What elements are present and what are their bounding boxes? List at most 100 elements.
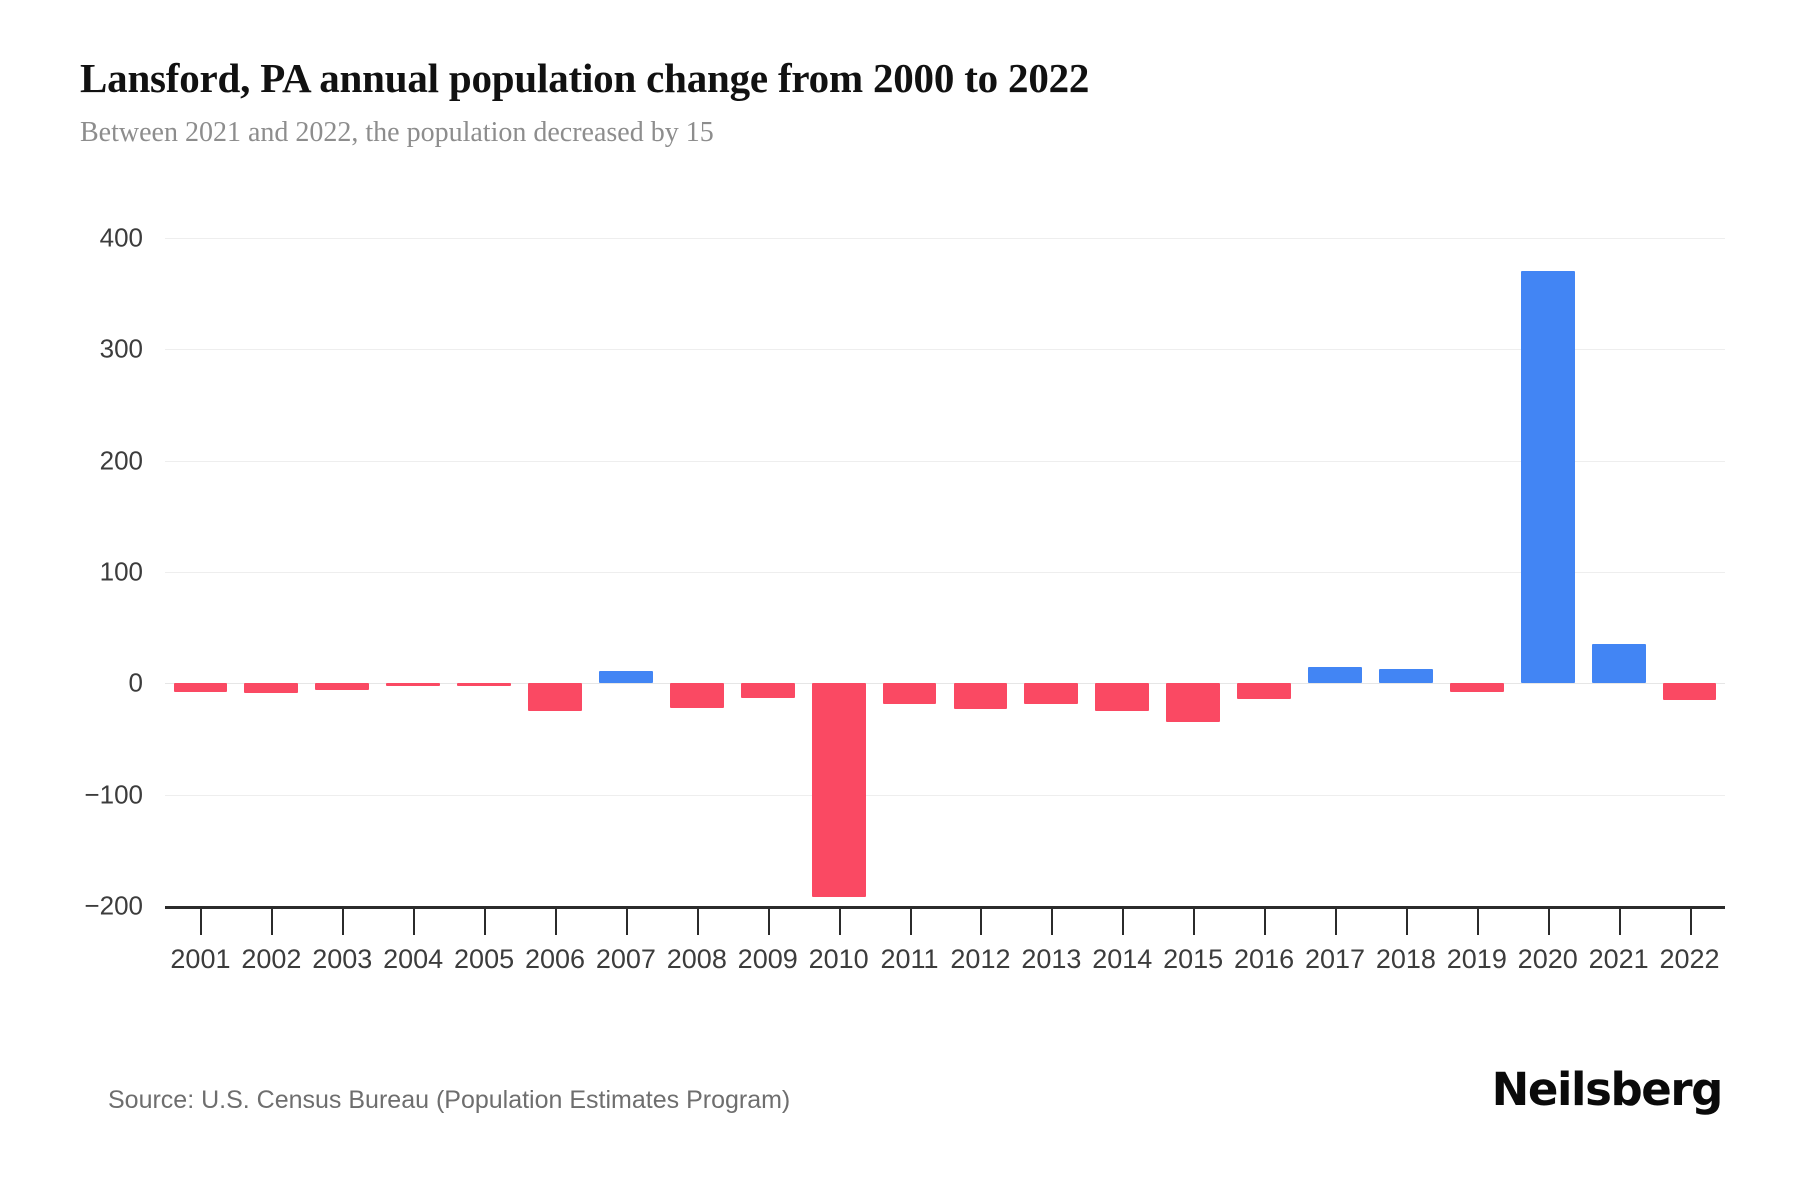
- gridline: [165, 238, 1725, 239]
- x-tick-label: 2005: [454, 944, 515, 974]
- x-tick-mark: [1122, 909, 1125, 935]
- y-tick-label: 400: [99, 222, 143, 253]
- bar-slot: [1441, 238, 1512, 906]
- bar[interactable]: [811, 683, 866, 898]
- bar[interactable]: [1378, 668, 1433, 684]
- bar[interactable]: [457, 683, 511, 687]
- y-tick-label: 100: [99, 556, 143, 587]
- x-tick-mark: [1264, 909, 1267, 935]
- x-tick-label: 2015: [1163, 944, 1224, 974]
- x-tick-label: 2008: [666, 944, 727, 974]
- gridline: [165, 349, 1725, 351]
- gridline: [165, 572, 1725, 573]
- x-tick-label: 2013: [1021, 944, 1082, 974]
- gridline: [165, 460, 1725, 462]
- x-tick-mark: [767, 909, 770, 935]
- x-tick-label: 2003: [312, 944, 373, 974]
- x-tick-label: 2011: [880, 944, 939, 974]
- x-tick-label: 2021: [1588, 944, 1649, 974]
- bar-slot: [1158, 238, 1229, 906]
- bar[interactable]: [1308, 666, 1362, 684]
- bar[interactable]: [740, 683, 795, 698]
- bar-slot: [1512, 238, 1583, 906]
- bar[interactable]: [669, 683, 724, 708]
- page-title: Lansford, PA annual population change fr…: [80, 55, 1090, 101]
- bar-slot: [378, 238, 449, 906]
- bar[interactable]: [598, 671, 653, 684]
- x-tick-label: 2009: [737, 944, 798, 974]
- x-axis-ticks: [165, 909, 1725, 935]
- bar[interactable]: [1449, 683, 1504, 693]
- bar-slot: [1229, 238, 1300, 906]
- bar-slot: [1654, 238, 1725, 906]
- bar-slot: [1087, 238, 1158, 906]
- y-tick-label: −100: [84, 779, 143, 810]
- x-tick-label: 2016: [1234, 944, 1295, 974]
- x-tick-label: 2018: [1375, 944, 1436, 974]
- bar[interactable]: [315, 683, 370, 690]
- y-tick-label: −200: [84, 890, 143, 921]
- bar-slot: [165, 238, 236, 906]
- x-tick-mark: [484, 909, 487, 935]
- x-tick-label: 2007: [595, 944, 656, 974]
- x-axis-line: [165, 906, 1725, 909]
- bar-slot: [661, 238, 732, 906]
- x-tick-mark: [1051, 909, 1054, 935]
- zero-gridline: [165, 683, 1725, 685]
- bar[interactable]: [244, 683, 299, 694]
- x-tick-mark: [555, 909, 557, 935]
- x-tick-label: 2022: [1659, 944, 1720, 974]
- x-tick-label: 2014: [1092, 944, 1153, 974]
- y-tick-label: 300: [99, 333, 143, 364]
- y-tick-label: 200: [99, 445, 143, 476]
- bar-slot: [236, 238, 307, 906]
- bar[interactable]: [1237, 683, 1291, 699]
- x-tick-label: 2010: [808, 944, 869, 974]
- bar[interactable]: [1095, 683, 1150, 712]
- bar-slot: [590, 238, 661, 906]
- bar[interactable]: [1024, 683, 1079, 705]
- x-tick-mark: [1405, 909, 1408, 935]
- bar-slot: [449, 238, 520, 906]
- bar[interactable]: [528, 683, 582, 712]
- source-note: Source: U.S. Census Bureau (Population E…: [108, 1086, 791, 1114]
- x-tick-label: 2019: [1446, 944, 1507, 974]
- bar[interactable]: [882, 683, 937, 705]
- plot-area: 400 300 200 100 0 −100 −200: [84, 223, 1725, 921]
- x-tick-mark: [625, 909, 628, 935]
- bar[interactable]: [1520, 271, 1575, 684]
- x-tick-mark: [1618, 909, 1621, 935]
- brand-logo: Neilsberg: [1491, 1063, 1724, 1116]
- bar[interactable]: [953, 683, 1008, 709]
- bar[interactable]: [1662, 683, 1717, 701]
- gridline: [165, 794, 1725, 796]
- x-tick-mark: [1476, 909, 1479, 935]
- x-tick-mark: [696, 909, 699, 935]
- x-tick-mark: [1689, 909, 1692, 935]
- x-tick-mark: [342, 909, 345, 935]
- x-tick-mark: [271, 909, 274, 935]
- bar-slot: [874, 238, 945, 906]
- x-tick-mark: [980, 909, 983, 935]
- x-tick-mark: [1335, 909, 1337, 935]
- x-tick-mark: [838, 909, 841, 935]
- bar-slot: [732, 238, 803, 906]
- x-tick-mark: [413, 909, 416, 935]
- y-tick-label: 0: [128, 667, 143, 698]
- bar-slot: [1370, 238, 1441, 906]
- x-axis-labels: 2001 2002 2003 2004 2005 2006 2007 2008 2009 2010…: [165, 944, 1725, 984]
- bar[interactable]: [1166, 683, 1221, 723]
- bar[interactable]: [1591, 644, 1646, 684]
- bar[interactable]: [386, 683, 441, 687]
- bar-slot: [1300, 238, 1371, 906]
- x-tick-mark: [1193, 909, 1196, 935]
- x-tick-mark: [909, 909, 912, 935]
- bar-slot: [803, 238, 874, 906]
- bar-slot: [520, 238, 591, 906]
- bar-slot: [1583, 238, 1654, 906]
- bar-slot: [945, 238, 1016, 906]
- chart-subtitle: Between 2021 and 2022, the population de…: [80, 117, 714, 148]
- bars-layer: [165, 238, 1725, 906]
- bar[interactable]: [173, 683, 228, 693]
- x-tick-mark: [200, 909, 203, 935]
